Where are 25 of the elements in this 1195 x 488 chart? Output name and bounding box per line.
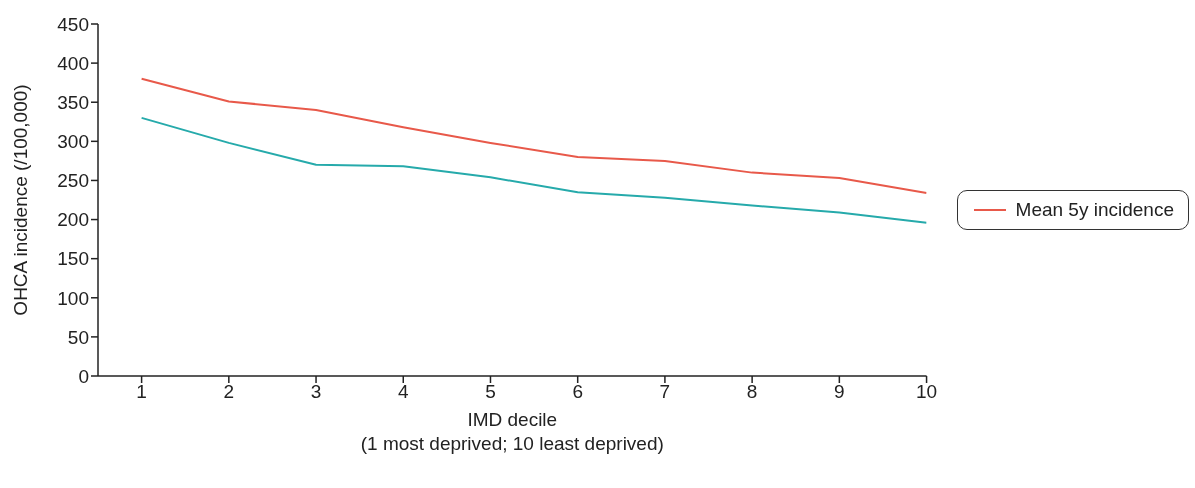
y-tick-label: 200 [57,209,89,231]
y-tick-label: 100 [57,287,89,309]
x-tick-label: 3 [310,381,322,403]
x-tick-label: 4 [397,381,409,403]
y-tick-label: 0 [78,365,89,387]
y-tick-label: 350 [57,91,89,113]
legend-label: Mean 5y incidence [1015,199,1174,221]
x-tick-label: 10 [915,381,938,403]
line-series [140,116,927,224]
y-tick-label: 150 [57,248,89,270]
y-tick-label: 450 [57,13,89,35]
y-tick-label: 250 [57,170,89,192]
y-tick-label: 50 [67,326,89,348]
x-tick-label: 7 [659,381,671,403]
x-tick-label: 8 [746,381,758,403]
line-series [140,77,927,194]
x-tick-label: 5 [485,381,496,403]
x-tick-label: 9 [834,381,845,403]
x-tick-label: 1 [136,381,147,403]
x-tick-label: 6 [572,381,583,403]
y-tick-label: 400 [57,52,89,74]
x-axis-title: IMD decile (1 most deprived; 10 least deprived) [360,409,664,454]
y-tick-label: 300 [57,131,89,153]
y-axis-title: OHCA incidence (/100,000) [9,84,31,316]
x-tick-label: 2 [223,381,235,403]
